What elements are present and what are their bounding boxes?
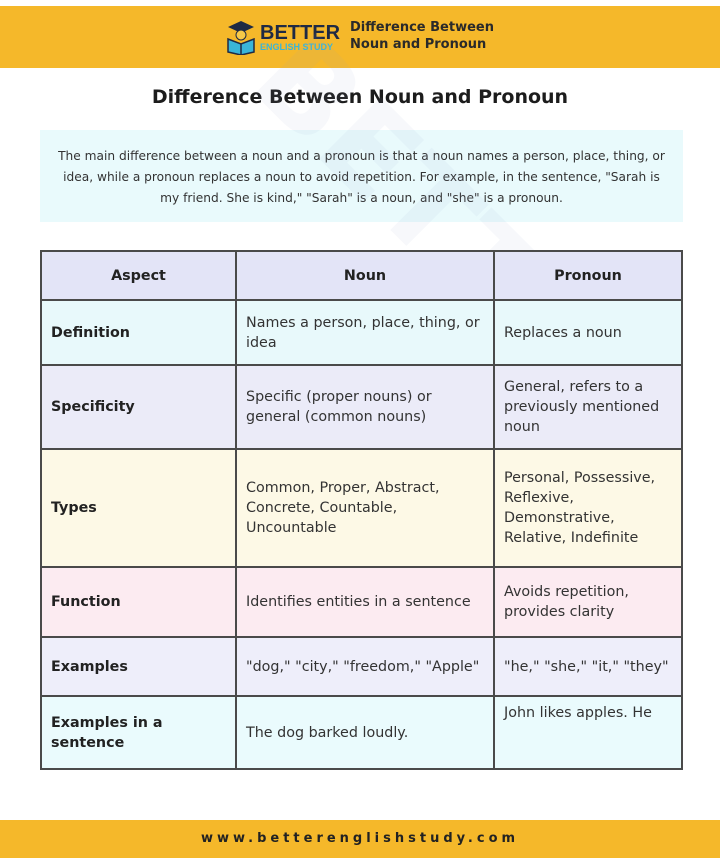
header-banner: BETTER ENGLISH STUDY Difference Between … bbox=[0, 6, 720, 68]
intro-text: The main difference between a noun and a… bbox=[40, 130, 683, 222]
header-title: Difference Between Noun and Pronoun bbox=[350, 20, 494, 54]
table-row: Types Common, Proper, Abstract, Concrete,… bbox=[40, 448, 683, 568]
cell-aspect: Types bbox=[40, 448, 237, 568]
header-pronoun: Pronoun bbox=[493, 250, 683, 301]
footer-url: www.betterenglishstudy.com bbox=[0, 820, 720, 858]
table-header-row: Aspect Noun Pronoun bbox=[40, 250, 683, 301]
header-title-line2: Noun and Pronoun bbox=[350, 37, 487, 52]
cell-noun: Specific (proper nouns) or general (comm… bbox=[235, 364, 495, 450]
brand-subtitle: ENGLISH STUDY bbox=[260, 41, 334, 52]
table-row: Examples in a sentence The dog barked lou… bbox=[40, 695, 683, 770]
table-row: Examples "dog," "city," "freedom," "Apple… bbox=[40, 636, 683, 697]
book-graduation-cap-icon bbox=[227, 21, 255, 55]
cell-noun: Names a person, place, thing, or idea bbox=[235, 299, 495, 366]
page-title: Difference Between Noun and Pronoun bbox=[151, 86, 569, 108]
cell-aspect: Definition bbox=[40, 299, 237, 366]
header-aspect: Aspect bbox=[40, 250, 237, 301]
comparison-table: Aspect Noun Pronoun Definition Names a pe… bbox=[40, 250, 683, 770]
cell-aspect: Examples bbox=[40, 636, 237, 697]
cell-pronoun: John likes apples. He bbox=[493, 695, 683, 770]
cell-noun: "dog," "city," "freedom," "Apple" bbox=[235, 636, 495, 697]
cell-pronoun: General, refers to a previously mentione… bbox=[493, 364, 683, 450]
cell-pronoun: Replaces a noun bbox=[493, 299, 683, 366]
table-row: Definition Names a person, place, thing, … bbox=[40, 299, 683, 366]
cell-noun: Identifies entities in a sentence bbox=[235, 566, 495, 638]
cell-pronoun: Personal, Possessive, Reflexive, Demonst… bbox=[493, 448, 683, 568]
cell-pronoun: Avoids repetition, provides clarity bbox=[493, 566, 683, 638]
brand-name: BETTER bbox=[260, 21, 341, 44]
cell-aspect: Specificity bbox=[40, 364, 237, 450]
cell-noun: Common, Proper, Abstract, Concrete, Coun… bbox=[235, 448, 495, 568]
header-title-line1: Difference Between bbox=[350, 20, 494, 36]
cell-aspect: Examples in a sentence bbox=[40, 695, 237, 770]
table-row: Function Identifies entities in a sentenc… bbox=[40, 566, 683, 638]
cell-aspect: Function bbox=[40, 566, 237, 638]
table-row: Specificity Specific (proper nouns) or ge… bbox=[40, 364, 683, 450]
logo: BETTER ENGLISH STUDY bbox=[226, 19, 340, 55]
cell-pronoun: "he," "she," "it," "they" bbox=[493, 636, 683, 697]
header-noun: Noun bbox=[235, 250, 495, 301]
cell-noun: The dog barked loudly. bbox=[235, 695, 495, 770]
